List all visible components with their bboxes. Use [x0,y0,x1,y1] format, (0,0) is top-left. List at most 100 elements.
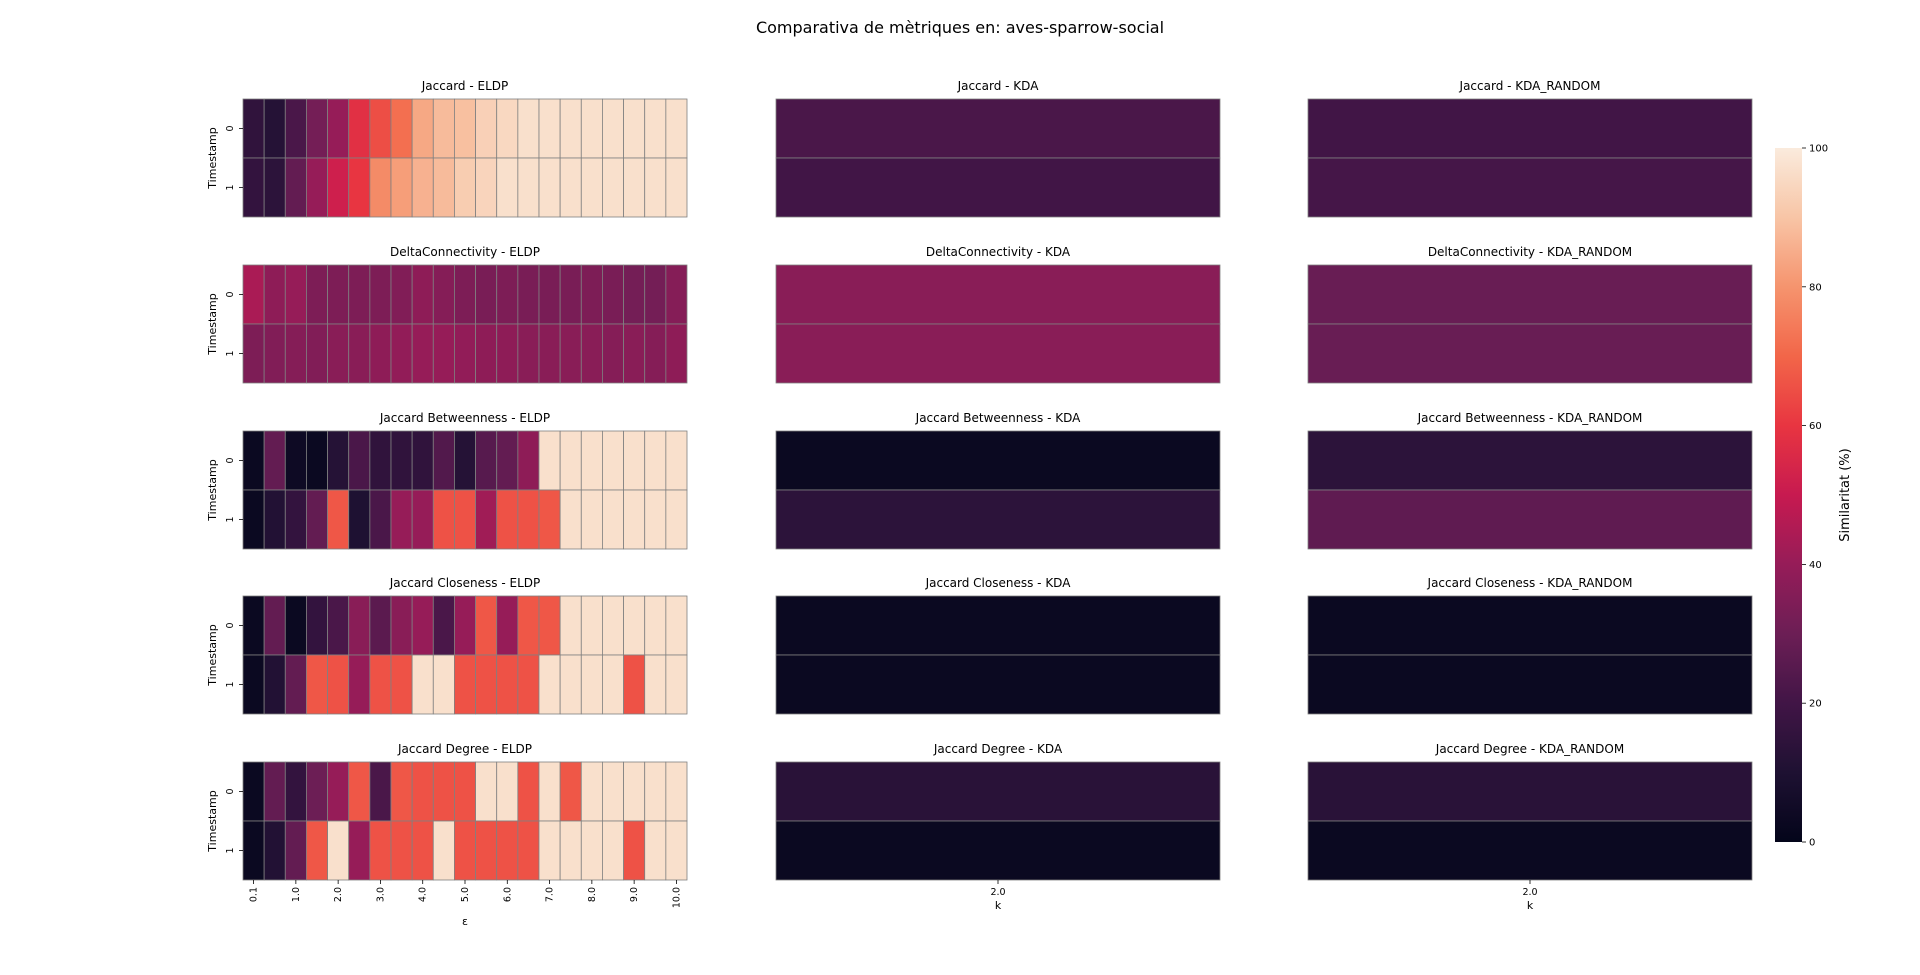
heatmap-cell [411,323,434,384]
heatmap-panel: Jaccard Closeness - KDA_RANDOM [1307,576,1753,715]
heatmap-cell [559,157,582,218]
heatmap-cell [665,430,688,491]
heatmap-cell [432,264,455,325]
heatmap-cell [475,430,498,491]
heatmap-cell [665,323,688,384]
heatmap-cell [454,323,476,384]
heatmap-cell [242,430,265,491]
heatmap-cell [348,820,371,881]
heatmap-panel: Jaccard Betweenness - ELDP 0 1 Timestamp [206,411,688,550]
heatmap-cell [559,430,582,491]
heatmap-cell [602,489,624,550]
heatmap-cell [1307,761,1753,822]
heatmap-cell [306,264,328,325]
heatmap-cell [665,489,688,550]
colorbar-label: Similaritat (%) [1838,448,1853,541]
heatmap-cell [538,820,561,881]
heatmap-cell [263,489,286,550]
heatmap-cell [1307,98,1753,159]
heatmap-cell [242,654,265,715]
heatmap-cell [263,157,286,218]
heatmap-cell [517,654,540,715]
panel-title: Jaccard Betweenness - KDA_RANDOM [1417,411,1643,425]
heatmap-cell [623,98,646,159]
heatmap-cell [454,489,476,550]
heatmap-cell [496,98,519,159]
heatmap-cell [559,820,582,881]
heatmap-cell [348,489,371,550]
y-tick-label: 1 [225,184,236,190]
heatmap-panel: DeltaConnectivity - ELDP 0 1 Timestamp [206,245,688,384]
colorbar: 0 20 40 60 80 100 Similaritat (%) [1775,144,1853,849]
x-tick-label: 0.1 [249,887,260,902]
heatmap-cell [602,430,624,491]
heatmap-cell [517,820,540,881]
heatmap-cell [496,157,519,218]
heatmap-cell [390,98,413,159]
heatmap-cell [602,264,624,325]
panel-title: DeltaConnectivity - KDA_RANDOM [1428,245,1632,259]
heatmap-cell [602,595,624,656]
heatmap-cell [411,157,434,218]
y-tick-label: 1 [225,350,236,356]
heatmap-cell [644,323,667,384]
heatmap-cell [644,264,667,325]
figure-title: Comparativa de mètriques en: aves-sparro… [756,18,1164,37]
heatmap-cell [263,98,286,159]
heatmap-cell [475,761,498,822]
y-tick-label: 1 [225,847,236,853]
heatmap-cell [644,489,667,550]
panel-title: Jaccard - ELDP [421,79,508,93]
heatmap-cell [496,761,519,822]
heatmap-cell [369,98,392,159]
heatmap-cell [1307,323,1753,384]
heatmap-cell [538,430,561,491]
heatmap-cell [411,98,434,159]
heatmap-cell [369,654,392,715]
panel-title: DeltaConnectivity - ELDP [390,245,540,259]
heatmap-cell [559,654,582,715]
heatmap-cell [242,98,265,159]
heatmap-cell [475,489,498,550]
heatmap-cell [602,761,624,822]
heatmap-cell [623,761,646,822]
y-axis-label: Timestamp [206,127,219,189]
heatmap-cell [644,761,667,822]
heatmap-cell [1307,820,1753,881]
heatmap-cell [475,98,498,159]
heatmap-cell [369,323,392,384]
heatmap-cell [348,157,371,218]
y-tick-label: 0 [225,125,236,131]
heatmap-cell [432,595,455,656]
heatmap-cell [517,489,540,550]
x-tick-label: 4.0 [418,887,429,902]
colorbar-tick-label: 60 [1809,421,1822,432]
panel-title: DeltaConnectivity - KDA [926,245,1071,259]
heatmap-cell [496,820,519,881]
heatmap-cell [517,323,540,384]
heatmap-cell [775,264,1221,325]
heatmap-cell [284,489,307,550]
heatmap-cell [1307,595,1753,656]
heatmap-cell [665,264,688,325]
heatmap-cell [538,595,561,656]
heatmap-cell [306,595,328,656]
heatmap-cell [263,820,286,881]
heatmap-cell [411,264,434,325]
heatmap-cell [475,264,498,325]
heatmap-cell [284,430,307,491]
heatmap-cell [284,595,307,656]
heatmap-cell [390,264,413,325]
colorbar-tick-label: 40 [1809,560,1822,571]
heatmap-cell [306,430,328,491]
heatmap-cell [644,98,667,159]
heatmap-cell [369,595,392,656]
heatmap-cell [284,820,307,881]
heatmap-cell [559,489,582,550]
heatmap-cell [644,654,667,715]
heatmap-cell [580,323,603,384]
panel-title: Jaccard Degree - KDA [933,742,1063,756]
heatmap-cell [306,654,328,715]
heatmap-cell [432,98,455,159]
heatmap-cell [390,157,413,218]
